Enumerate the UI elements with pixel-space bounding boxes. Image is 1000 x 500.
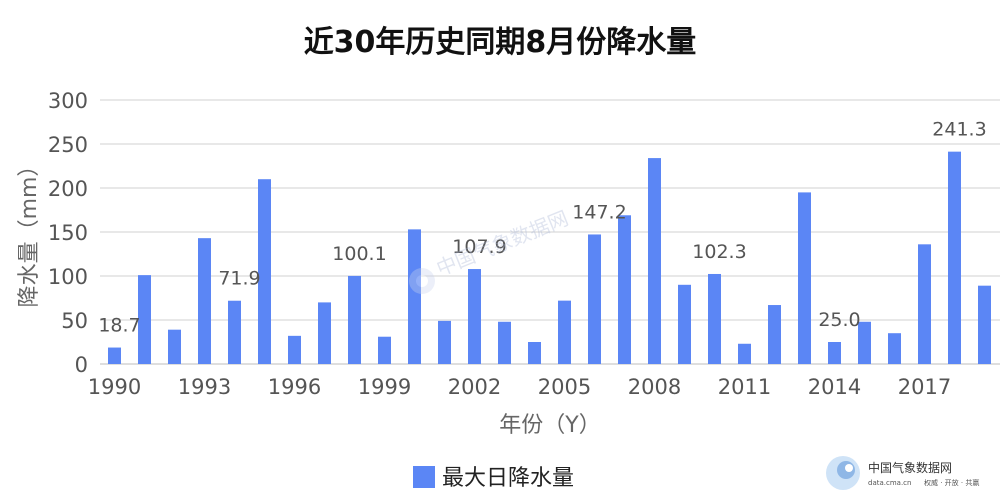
bar-1999[interactable] bbox=[378, 336, 391, 364]
bar-2015[interactable] bbox=[858, 321, 871, 364]
watermark-logo-inner-icon bbox=[416, 275, 428, 287]
brand-watermark: 中国气象数据网 data.cma.cn 权威 · 开放 · 共赢 bbox=[826, 456, 979, 490]
data-labels: 18.7 71.9 100.1 107.9 147.2 102.3 25.0 241.3 bbox=[98, 119, 986, 337]
bar-2017[interactable] bbox=[918, 244, 931, 364]
x-tick-label: 2017 bbox=[898, 375, 951, 399]
y-tick-label: 300 bbox=[48, 89, 88, 113]
y-tick-label: 100 bbox=[48, 265, 88, 289]
y-tick-label: 150 bbox=[48, 221, 88, 245]
bar-2009[interactable] bbox=[678, 284, 691, 364]
bar-1994[interactable] bbox=[228, 300, 241, 364]
brand-url: data.cma.cn bbox=[868, 479, 911, 487]
x-tick-label: 1996 bbox=[268, 375, 321, 399]
bar-2012[interactable] bbox=[768, 305, 781, 364]
data-label-2014: 25.0 bbox=[818, 309, 860, 331]
bar-1991[interactable] bbox=[138, 275, 151, 364]
bar-2002[interactable] bbox=[468, 269, 481, 364]
x-tick-label: 2008 bbox=[628, 375, 681, 399]
brand-logo-center-icon bbox=[845, 464, 853, 472]
y-axis-label: 降水量（mm） bbox=[17, 155, 42, 308]
bar-2000[interactable] bbox=[408, 229, 421, 364]
x-tick-label: 1993 bbox=[178, 375, 231, 399]
y-axis-ticks: 0 50 100 150 200 250 300 bbox=[48, 89, 88, 377]
x-tick-label: 2014 bbox=[808, 375, 861, 399]
bar-2006[interactable] bbox=[588, 234, 601, 364]
brand-slogan: 权威 · 开放 · 共赢 bbox=[924, 478, 979, 487]
legend[interactable]: 最大日降水量 bbox=[413, 466, 574, 491]
y-tick-label: 0 bbox=[75, 353, 88, 377]
bar-2008[interactable] bbox=[648, 158, 661, 364]
bars bbox=[108, 151, 991, 364]
data-label-1990: 18.7 bbox=[98, 315, 140, 337]
legend-swatch bbox=[413, 466, 435, 488]
data-label-2010: 102.3 bbox=[692, 241, 746, 263]
bar-2014[interactable] bbox=[828, 342, 841, 364]
bar-2001[interactable] bbox=[438, 320, 451, 364]
legend-label: 最大日降水量 bbox=[442, 466, 574, 491]
x-axis-ticks: 1990 1993 1996 1999 2002 2005 2008 2011 2014 2017 bbox=[88, 375, 951, 399]
chart-title: 近30年历史同期8月份降水量 bbox=[304, 25, 697, 60]
brand-name: 中国气象数据网 bbox=[868, 460, 952, 475]
x-tick-label: 2011 bbox=[718, 375, 771, 399]
y-tick-label: 200 bbox=[48, 177, 88, 201]
data-label-2002: 107.9 bbox=[452, 236, 506, 258]
bar-1996[interactable] bbox=[288, 335, 301, 364]
bar-1997[interactable] bbox=[318, 302, 331, 364]
data-label-1994: 71.9 bbox=[218, 268, 260, 290]
bar-2003[interactable] bbox=[498, 321, 511, 364]
center-watermark: 中国气象数据网 bbox=[409, 206, 572, 294]
bar-2007[interactable] bbox=[618, 215, 631, 364]
y-tick-label: 50 bbox=[61, 309, 88, 333]
bar-2018[interactable] bbox=[948, 151, 961, 364]
x-tick-label: 1999 bbox=[358, 375, 411, 399]
x-tick-label: 1990 bbox=[88, 375, 141, 399]
bar-1998[interactable] bbox=[348, 275, 361, 364]
bar-2011[interactable] bbox=[738, 343, 751, 364]
data-label-1998: 100.1 bbox=[332, 243, 386, 265]
bar-2016[interactable] bbox=[888, 333, 901, 364]
bar-2005[interactable] bbox=[558, 300, 571, 364]
bar-1992[interactable] bbox=[168, 329, 181, 364]
bar-2010[interactable] bbox=[708, 273, 721, 364]
bar-1995[interactable] bbox=[258, 179, 271, 364]
bar-2004[interactable] bbox=[528, 342, 541, 364]
data-label-2006: 147.2 bbox=[572, 201, 626, 223]
bar-1990[interactable] bbox=[108, 347, 121, 364]
gridlines bbox=[100, 99, 1000, 365]
bar-2013[interactable] bbox=[798, 192, 811, 364]
y-tick-label: 250 bbox=[48, 133, 88, 157]
bar-2019[interactable] bbox=[978, 285, 991, 364]
x-tick-label: 2002 bbox=[448, 375, 501, 399]
bar-1993[interactable] bbox=[198, 238, 211, 364]
x-axis-label: 年份（Y） bbox=[499, 413, 600, 438]
data-label-2018: 241.3 bbox=[932, 119, 986, 141]
x-tick-label: 2005 bbox=[538, 375, 591, 399]
watermark-logo-icon bbox=[409, 268, 435, 294]
